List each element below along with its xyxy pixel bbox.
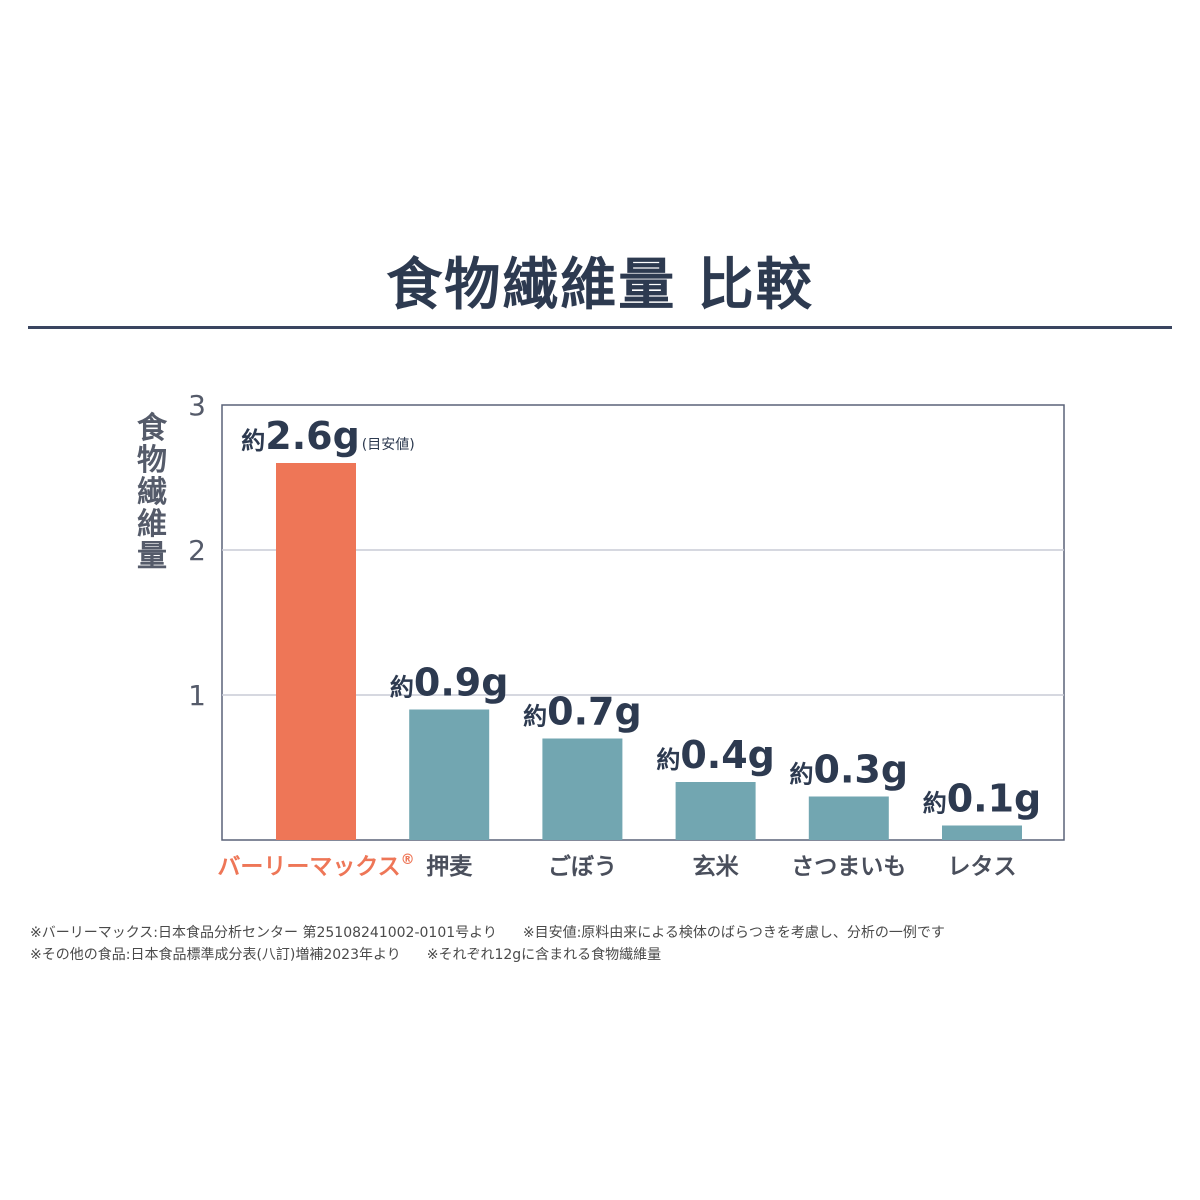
category-label: バーリーマックス®	[217, 852, 414, 880]
category-label: ごぼう	[548, 853, 617, 880]
category-label: 押麦	[426, 854, 473, 880]
plot-frame	[221, 404, 1065, 841]
bar-3	[675, 782, 756, 840]
value-label: 約0.4g	[656, 733, 775, 777]
y-axis-label: 食物繊維量	[137, 411, 168, 574]
footnote-line-2: ※その他の食品:日本食品標準成分表(八訂)増補2023年より ※それぞれ12gに含…	[30, 944, 1180, 966]
y-tick-label: 2	[188, 534, 206, 567]
footnote-barleymax-source: ※バーリーマックス:日本食品分析センター 第25108241002-0101号よ…	[30, 925, 497, 941]
category-label: さつまいも	[791, 854, 906, 880]
category-label: レタス	[948, 854, 1017, 880]
page-title: 食物繊維量 比較	[386, 253, 814, 318]
title-divider	[28, 326, 1172, 329]
value-label: 約2.6g (目安値)	[241, 414, 414, 458]
y-tick-label: 1	[188, 679, 206, 712]
footnotes: ※バーリーマックス:日本食品分析センター 第25108241002-0101号よ…	[30, 922, 1180, 966]
fiber-bar-chart: 1 2 3 食物繊維量 約2.6g (目安値) バーリーマックス® 約0.9g 押麦 約0.7g ご…	[137, 389, 1065, 880]
bar-2	[542, 738, 623, 840]
category-label: 玄米	[693, 853, 740, 880]
footnote-estimate: ※目安値:原料由来による検体のばらつきを考慮し、分析の一例です	[522, 925, 945, 941]
value-label: 約0.7g	[523, 690, 642, 734]
footnote-per-12g: ※それぞれ12gに含まれる食物繊維量	[426, 947, 662, 963]
value-label: 約0.1g	[923, 777, 1042, 821]
bar-1	[409, 709, 490, 840]
bar-0	[276, 463, 356, 840]
footnote-other-source: ※その他の食品:日本食品標準成分表(八訂)増補2023年より	[30, 947, 401, 963]
footnote-line-1: ※バーリーマックス:日本食品分析センター 第25108241002-0101号よ…	[30, 922, 1180, 944]
y-tick-label: 3	[188, 389, 206, 422]
bar-4	[808, 796, 889, 840]
value-label: 約0.3g	[790, 748, 909, 792]
bar-5	[942, 825, 1022, 840]
value-label: 約0.9g	[390, 661, 509, 705]
